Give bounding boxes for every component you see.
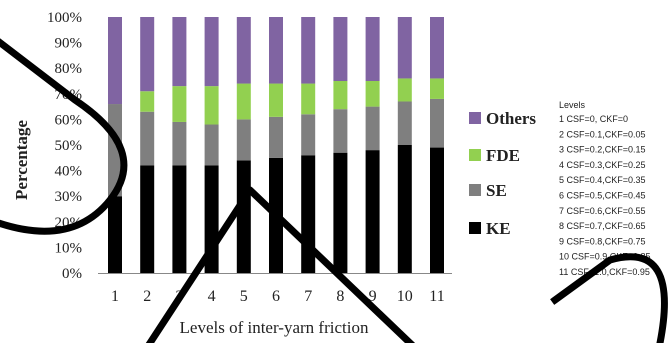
legend-label-ke: KE — [486, 219, 511, 238]
x-tick-label: 7 — [304, 288, 312, 305]
legend-swatch-ke — [469, 222, 481, 234]
y-tick-label: 50% — [55, 138, 83, 154]
bar-ke-level-11 — [430, 147, 444, 273]
levels-note-line: 3 CSF=0.2,CKF=0.15 — [559, 145, 646, 155]
x-tick-label: 11 — [429, 288, 444, 305]
bar-ke-level-2 — [140, 165, 155, 273]
bar-ke-level-10 — [397, 145, 412, 273]
bar-others-level-11 — [430, 17, 444, 79]
legend-swatch-se — [469, 184, 481, 196]
levels-note-line: 8 CSF=0.7,CKF=0.65 — [559, 221, 646, 231]
bar-fde-level-3 — [172, 86, 187, 122]
bar-others-level-5 — [236, 17, 251, 84]
y-tick-label: 30% — [55, 189, 83, 205]
x-tick-label: 4 — [208, 288, 216, 305]
bar-others-level-4 — [204, 17, 219, 87]
y-tick-label: 60% — [55, 112, 83, 128]
bar-fde-level-6 — [269, 83, 283, 117]
levels-note-line: 4 CSF=0.3,CKF=0.25 — [559, 160, 646, 170]
bar-others-level-3 — [172, 17, 187, 87]
x-tick-label: 8 — [336, 288, 344, 305]
y-tick-label: 40% — [55, 164, 83, 180]
legend-label-others: Others — [486, 109, 536, 128]
bar-se-level-4 — [204, 124, 219, 166]
levels-note: Levels 1 CSF=0, CKF=0 2 CSF=0.1,CKF=0.05 3 … — [559, 100, 651, 277]
bar-se-level-10 — [397, 101, 412, 145]
bar-fde-level-4 — [204, 86, 219, 125]
bar-ke-level-5 — [236, 160, 251, 273]
bar-ke-level-9 — [365, 150, 380, 273]
bar-fde-level-9 — [365, 81, 380, 107]
bar-fde-level-2 — [140, 91, 155, 112]
bar-ke-level-3 — [172, 165, 187, 273]
bar-fde-level-11 — [430, 78, 444, 99]
bar-se-level-3 — [172, 121, 187, 166]
levels-note-line: 2 CSF=0.1,CKF=0.05 — [559, 129, 646, 139]
y-tick-label: 0% — [62, 266, 82, 282]
bar-se-level-9 — [365, 106, 380, 151]
bar-se-level-7 — [301, 114, 316, 156]
x-axis-label: Levels of inter-yarn friction — [180, 318, 369, 337]
bar-fde-level-7 — [301, 83, 316, 115]
x-tick-label: 6 — [272, 288, 280, 305]
levels-note-line: 11 CSF=1.0,CKF=0.95 — [559, 267, 650, 277]
bars-group — [108, 17, 444, 273]
bar-fde-level-5 — [236, 83, 251, 120]
bar-se-level-11 — [430, 98, 444, 148]
bar-others-level-2 — [140, 17, 155, 92]
y-tick-label: 100% — [47, 10, 82, 26]
bar-fde-level-10 — [397, 78, 412, 102]
levels-note-line: 5 CSF=0.4,CKF=0.35 — [559, 175, 646, 185]
legend-label-se: SE — [486, 181, 507, 200]
bar-se-level-8 — [333, 109, 348, 153]
watermark — [0, 38, 668, 343]
x-tick-label: 2 — [143, 288, 151, 305]
bar-others-level-7 — [301, 17, 316, 84]
x-tick-label: 1 — [111, 288, 119, 305]
y-tick-label: 10% — [55, 240, 83, 256]
levels-note-line: 9 CSF=0.8,CKF=0.75 — [559, 236, 646, 246]
levels-note-line: 7 CSF=0.6,CKF=0.55 — [559, 206, 646, 216]
bar-others-level-6 — [269, 17, 283, 84]
bar-ke-level-8 — [333, 152, 348, 273]
bar-ke-level-1 — [108, 196, 122, 273]
y-tick-label: 90% — [55, 36, 83, 52]
bar-se-level-5 — [236, 119, 251, 161]
legend-label-fde: FDE — [486, 146, 520, 165]
x-tick-label: 10 — [397, 288, 413, 305]
bar-ke-level-7 — [301, 155, 316, 273]
x-tick-label: 9 — [369, 288, 377, 305]
bar-others-level-8 — [333, 17, 348, 81]
y-axis-label: Percentage — [12, 120, 31, 200]
bar-others-level-9 — [365, 17, 380, 81]
x-axis-ticks: 1 2 3 4 5 6 7 8 9 10 11 — [111, 288, 445, 305]
y-tick-label: 80% — [55, 61, 83, 77]
levels-note-line: 1 CSF=0, CKF=0 — [559, 114, 628, 124]
bar-others-level-10 — [397, 17, 412, 79]
bar-se-level-2 — [140, 111, 155, 166]
legend: Others FDE SE KE — [469, 109, 536, 238]
x-tick-label: 5 — [240, 288, 248, 305]
legend-swatch-others — [469, 112, 481, 124]
levels-note-title: Levels — [559, 100, 586, 110]
levels-note-line: 6 CSF=0.5,CKF=0.45 — [559, 191, 646, 201]
bar-others-level-1 — [108, 17, 122, 105]
legend-swatch-fde — [469, 149, 481, 161]
bar-se-level-6 — [269, 116, 283, 158]
levels-note-line: 10 CSF=0.9,CKF=0.85 — [559, 252, 651, 262]
y-axis-ticks: 0%10%20%30%40%50%60%70%80%90%100% — [47, 10, 82, 282]
bar-fde-level-8 — [333, 81, 348, 110]
